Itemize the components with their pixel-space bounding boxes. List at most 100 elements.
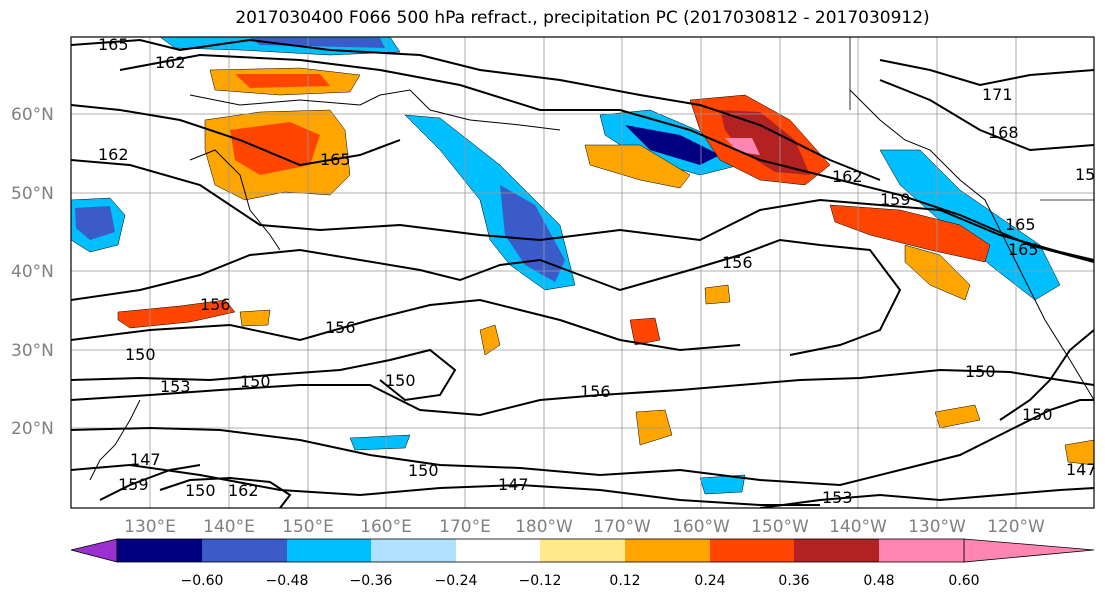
anomaly-blob-4 bbox=[635, 409, 673, 446]
lon-label: 170°W bbox=[593, 517, 651, 537]
contour-label: 150 bbox=[240, 372, 271, 391]
colorbar-segment bbox=[287, 539, 371, 562]
contour-159-south bbox=[99, 464, 201, 501]
contour-153-south bbox=[759, 487, 1094, 508]
negative-anomaly-west-core bbox=[75, 206, 115, 240]
contour-153 bbox=[71, 348, 457, 402]
colorbar-segment bbox=[710, 539, 794, 562]
lon-label: 180°W bbox=[515, 517, 573, 537]
lon-label: 150°W bbox=[751, 517, 809, 537]
contour-162-north bbox=[119, 53, 1094, 263]
contour-label: 162 bbox=[228, 481, 259, 500]
coast-kamchatka bbox=[189, 149, 281, 251]
contour-label-group: 165 162 165 162 156 150 156 153 150 150 … bbox=[98, 35, 1097, 507]
positive-anomaly-okhotsk-core bbox=[230, 122, 320, 175]
contour-147 bbox=[71, 463, 820, 506]
contour-label: 165 bbox=[320, 150, 351, 169]
positive-anomaly-bering-core bbox=[235, 74, 330, 88]
lat-label: 30°N bbox=[11, 341, 54, 361]
contour-label: 156 bbox=[325, 318, 356, 337]
colorbar-segment bbox=[202, 539, 287, 562]
contour-165-arc bbox=[71, 104, 401, 167]
contour-156-loop bbox=[71, 238, 902, 356]
contour-label: 150 bbox=[125, 345, 156, 364]
contour-171 bbox=[879, 59, 1094, 87]
contour-label: 165 bbox=[1005, 215, 1036, 234]
anomaly-blob-2 bbox=[629, 317, 661, 346]
contour-label: 165 bbox=[98, 35, 129, 54]
contour-label: 150 bbox=[408, 461, 439, 480]
contour-label: 153 bbox=[822, 488, 853, 507]
colorbar-left-extension bbox=[70, 538, 118, 563]
lon-label: 170°E bbox=[439, 517, 491, 537]
negative-anomaly-arctic-core bbox=[250, 38, 385, 48]
contour-168 bbox=[879, 79, 1094, 152]
negative-anomaly-gulf-core bbox=[625, 125, 720, 165]
colorbar-segment bbox=[540, 539, 625, 562]
positive-anomaly-east-south bbox=[904, 244, 971, 301]
lon-label: 150°E bbox=[282, 517, 334, 537]
contour-label: 156 bbox=[580, 382, 611, 401]
contour-label: 162 bbox=[832, 167, 863, 186]
lat-label: 40°N bbox=[11, 262, 54, 282]
contour-label: 147 bbox=[1066, 460, 1097, 479]
colorbar-tick: 0.24 bbox=[694, 573, 725, 589]
anomaly-blob-9 bbox=[239, 309, 271, 327]
contour-label: 153 bbox=[160, 377, 191, 396]
contour-label: 168 bbox=[988, 123, 1019, 142]
coast-alaska bbox=[429, 109, 561, 131]
colorbar-tick: −0.60 bbox=[181, 573, 224, 589]
colorbar-segment bbox=[456, 539, 540, 562]
colorbar-segment bbox=[371, 539, 456, 562]
coast-japan bbox=[89, 399, 141, 481]
gridlines bbox=[71, 37, 1094, 508]
colorbar-tick: −0.12 bbox=[519, 573, 562, 589]
anomaly-blob-1 bbox=[479, 324, 501, 356]
positive-anomaly-gulf-peak bbox=[725, 138, 760, 155]
lon-label: 160°E bbox=[360, 517, 412, 537]
lat-label: 20°N bbox=[11, 419, 54, 439]
positive-anomaly-japan bbox=[117, 299, 236, 329]
anomaly-shading bbox=[71, 37, 1094, 495]
colorbar-segment bbox=[117, 539, 202, 562]
map-title: 2017030400 F066 500 hPa refract., precip… bbox=[235, 8, 930, 28]
colorbar-tick: 0.36 bbox=[778, 573, 809, 589]
coast-alaska-north bbox=[849, 89, 1094, 401]
colorbar-tick: 0.60 bbox=[948, 573, 979, 589]
colorbar-segment bbox=[794, 539, 879, 562]
lon-label: 140°E bbox=[203, 517, 255, 537]
height-contours bbox=[71, 38, 1094, 508]
lon-label: 130°W bbox=[908, 517, 966, 537]
positive-anomaly-subgulf bbox=[584, 144, 691, 189]
colorbar-tick: −0.24 bbox=[435, 573, 478, 589]
anomaly-blob-7 bbox=[349, 434, 411, 451]
contour-label: 150 bbox=[385, 371, 416, 390]
colorbar: −0.60 −0.48 −0.36 −0.24 −0.12 0.12 0.24 … bbox=[70, 538, 1095, 589]
contour-162-south bbox=[159, 476, 292, 508]
contour-label: 159 bbox=[880, 190, 911, 209]
contour-label: 147 bbox=[498, 475, 529, 494]
plot-frame bbox=[70, 36, 1095, 509]
positive-anomaly-east bbox=[829, 204, 991, 263]
contour-label: 156 bbox=[200, 295, 231, 314]
colorbar-segment bbox=[879, 539, 964, 562]
contour-156-mid bbox=[71, 298, 741, 352]
contour-label: 150 bbox=[1022, 405, 1053, 424]
lon-label: 140°W bbox=[829, 517, 887, 537]
latitude-labels: 60°N 50°N 40°N 30°N 20°N bbox=[11, 105, 54, 439]
contour-150-east bbox=[999, 329, 1094, 421]
lat-label: 60°N bbox=[11, 105, 54, 125]
colorbar-tick: 0.12 bbox=[609, 573, 640, 589]
contour-159 bbox=[71, 159, 1094, 261]
negative-anomaly-central-core bbox=[500, 185, 565, 282]
coastlines bbox=[89, 37, 1094, 481]
anomaly-blob-3 bbox=[704, 284, 731, 305]
lon-label: 160°W bbox=[672, 517, 730, 537]
contour-label: 156 bbox=[722, 253, 753, 272]
lon-label: 120°W bbox=[987, 517, 1045, 537]
coast-siberia bbox=[189, 89, 431, 111]
colorbar-segment bbox=[625, 539, 710, 562]
colorbar-tick: 0.48 bbox=[863, 573, 894, 589]
anomaly-blob-5 bbox=[934, 404, 981, 429]
